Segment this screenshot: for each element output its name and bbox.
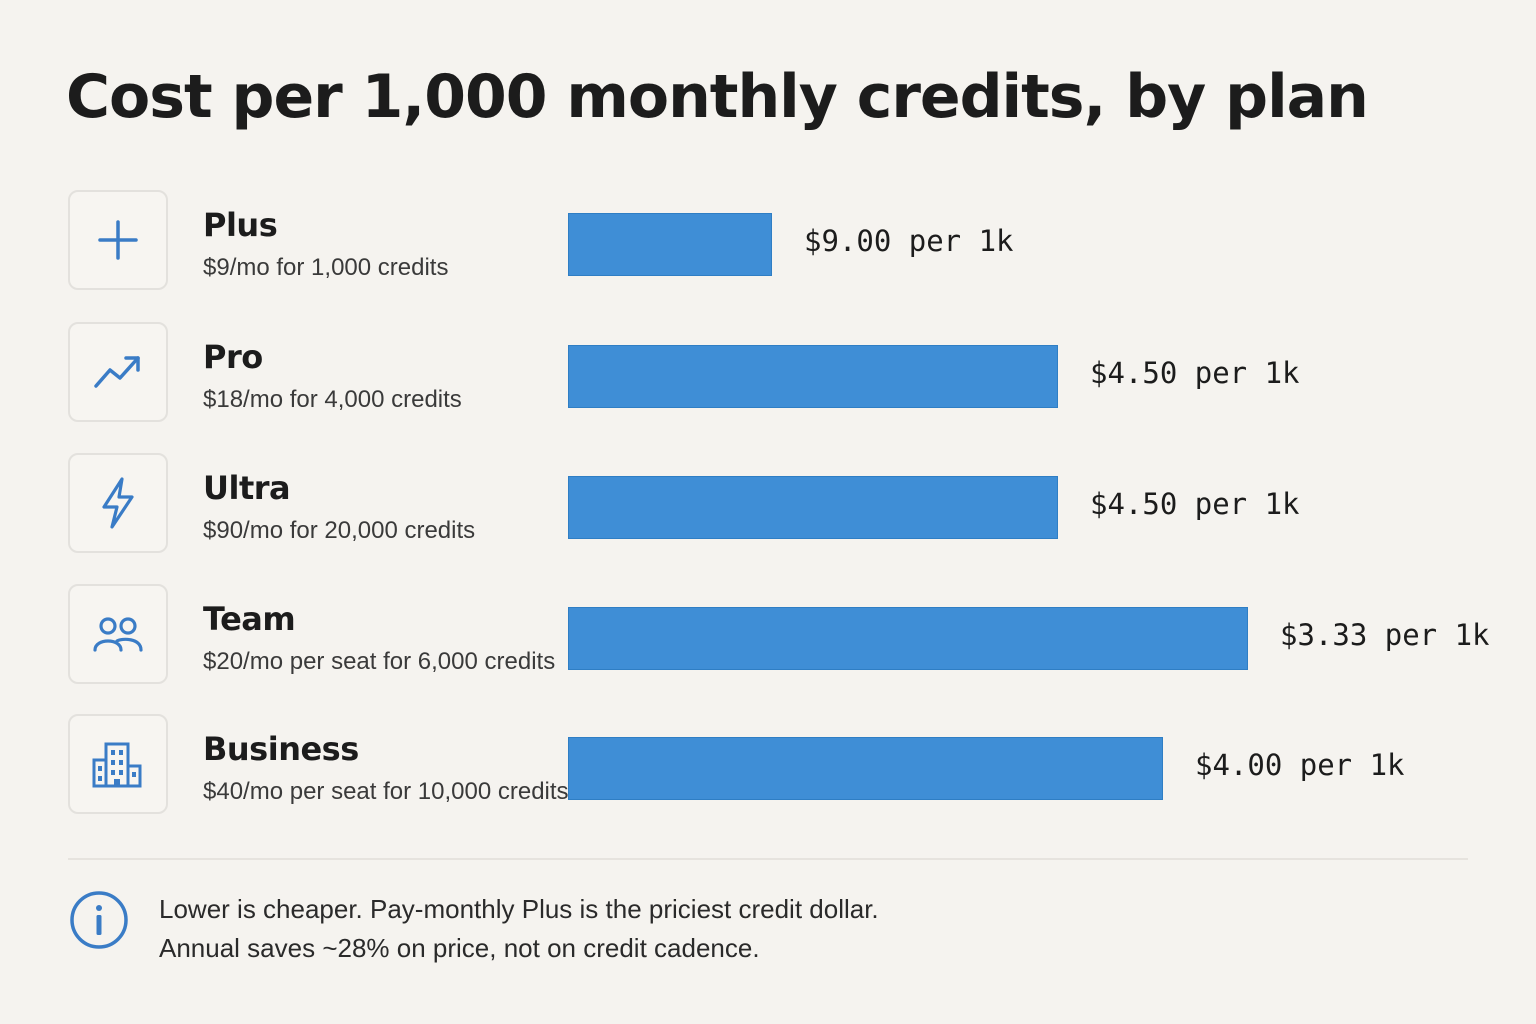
plan-row-plus: Plus $9/mo for 1,000 credits $9.00 per 1k xyxy=(0,190,1536,300)
bar-ultra xyxy=(568,476,1058,539)
plan-row-ultra: Ultra $90/mo for 20,000 credits $4.50 per … xyxy=(0,453,1536,563)
bar-value-label: $3.33 per 1k xyxy=(1280,618,1490,652)
plan-name: Pro xyxy=(203,338,263,376)
plan-description: $90/mo for 20,000 credits xyxy=(203,517,476,544)
bar-business xyxy=(568,737,1163,800)
trending-up-icon xyxy=(68,322,168,422)
info-icon xyxy=(70,891,128,949)
plan-description: $18/mo for 4,000 credits xyxy=(203,386,462,413)
plan-name: Team xyxy=(203,600,296,638)
plan-name: Plus xyxy=(203,206,278,244)
plan-row-team: Team $20/mo per seat for 6,000 credits $3.… xyxy=(0,584,1536,694)
plan-description: $9/mo for 1,000 credits xyxy=(203,254,449,281)
users-icon xyxy=(68,584,168,684)
bar-pro xyxy=(568,345,1058,408)
bar-value-label: $4.00 per 1k xyxy=(1195,748,1405,782)
plan-description: $40/mo per seat for 10,000 credits xyxy=(203,778,569,805)
lightning-icon xyxy=(68,453,168,553)
bar-plus xyxy=(568,213,772,276)
plan-description: $20/mo per seat for 6,000 credits xyxy=(203,648,556,675)
bar-value-label: $4.50 per 1k xyxy=(1090,356,1300,390)
plan-name: Business xyxy=(203,730,359,768)
footnote-line-1: Lower is cheaper. Pay-monthly Plus is th… xyxy=(159,894,879,924)
chart-title: Cost per 1,000 monthly credits, by plan xyxy=(66,62,1369,132)
plan-name: Ultra xyxy=(203,469,291,507)
divider xyxy=(68,858,1468,860)
plan-row-business: Business $40/mo per seat for 10,000 credi… xyxy=(0,714,1536,824)
bar-team xyxy=(568,607,1248,670)
bar-value-label: $9.00 per 1k xyxy=(804,224,1014,258)
plan-row-pro: Pro $18/mo for 4,000 credits $4.50 per 1k xyxy=(0,322,1536,432)
bar-value-label: $4.50 per 1k xyxy=(1090,487,1300,521)
footnote: Lower is cheaper. Pay-monthly Plus is th… xyxy=(159,890,879,968)
plus-icon xyxy=(68,190,168,290)
building-icon xyxy=(68,714,168,814)
footnote-line-2: Annual saves ~28% on price, not on credi… xyxy=(159,933,760,963)
